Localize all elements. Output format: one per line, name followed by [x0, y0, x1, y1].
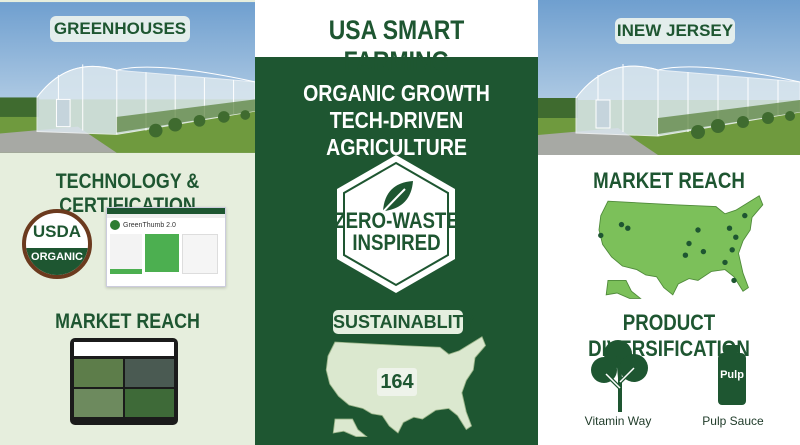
center-panel: USA SMART FARMING ORGANIC GROWTH TECH-DR… [255, 0, 538, 445]
right-panel: INEW JERSEY MARKET REACH PRODUCT DIVERSI… [538, 0, 800, 445]
app-title: GreenThumb 2.0 [123, 221, 176, 229]
sustainability-label: SUSTAINABLITY [333, 310, 476, 334]
map-count: 164 [377, 368, 417, 396]
new-jersey-label: INEW JERSEY [615, 18, 735, 44]
left-panel: GREENHOUSES TECHNOLOGY & CERTIFICATION U… [0, 0, 255, 445]
greenthumb-app-card[interactable]: GreenThumb 2.0 [106, 207, 226, 287]
leaf-icon [379, 181, 413, 216]
subtitle-line1: ORGANIC GROWTH [303, 80, 490, 106]
bottle-label: Pulp [718, 353, 746, 405]
bottle-icon: Pulp [718, 345, 746, 405]
tablet-dashboard[interactable] [70, 338, 178, 425]
badge-line1: ZERO-WASTE [334, 208, 459, 233]
product-label-vitamin-way: Vitamin Way [584, 414, 652, 428]
location-pins [598, 212, 748, 284]
organic-text: ORGANIC [26, 248, 88, 275]
subtitle-line2: TECH-DRIVEN AGRICULTURE [326, 107, 467, 160]
badge-line2: INSPIRED [352, 230, 441, 255]
greenhouses-label: GREENHOUSES [50, 16, 190, 42]
market-reach-us-map [598, 192, 770, 304]
app-logo-icon [110, 220, 120, 230]
usda-text: USDA [32, 222, 82, 241]
product-label-pulp-sauce: Pulp Sauce [702, 414, 764, 428]
page-title: USA SMART FARMING [328, 15, 465, 76]
leafy-greens-icon [591, 340, 648, 412]
zero-waste-badge [337, 155, 455, 293]
usda-organic-seal: USDA ORGANIC [22, 209, 92, 279]
market-reach-heading-right: MARKET REACH [593, 168, 745, 193]
market-reach-heading-left: MARKET REACH [55, 310, 200, 333]
